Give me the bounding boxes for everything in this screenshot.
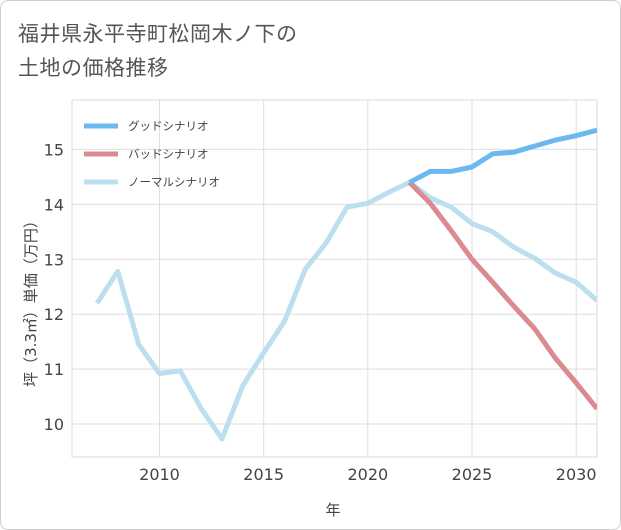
data-point	[532, 326, 536, 330]
data-point	[199, 407, 203, 411]
series-line-2	[94, 179, 597, 442]
series-line-0	[408, 127, 597, 185]
data-point	[137, 342, 141, 346]
y-tick-label: 12	[44, 305, 64, 324]
y-tick-label: 15	[44, 140, 64, 159]
series-line-1	[407, 180, 597, 411]
chart-title-line-2: 土地の価格推移	[18, 56, 169, 80]
data-point	[595, 298, 599, 302]
data-point	[387, 190, 391, 194]
data-point	[553, 271, 557, 275]
data-point	[95, 301, 99, 305]
data-point	[345, 205, 349, 209]
data-point	[116, 269, 120, 273]
data-point	[595, 128, 599, 132]
data-point	[491, 230, 495, 234]
x-tick-label: 2025	[452, 465, 493, 484]
data-point	[512, 245, 516, 249]
data-point	[282, 319, 286, 323]
legend-label-1: バッドシナリオ	[128, 147, 209, 161]
legend-label-0: グッドシナリオ	[128, 119, 209, 133]
x-tick-label: 2030	[556, 465, 597, 484]
x-tick-label: 2015	[243, 465, 284, 484]
y-tick-label: 10	[44, 415, 64, 434]
data-point	[262, 350, 266, 354]
y-axis-label: 坪（3.3㎡）単価（万円）	[22, 213, 40, 387]
data-point	[407, 180, 411, 184]
data-point	[574, 381, 578, 385]
data-point	[449, 229, 453, 233]
data-point	[553, 356, 557, 360]
data-point	[449, 169, 453, 173]
data-point	[470, 221, 474, 225]
y-tick-label: 14	[44, 195, 64, 214]
data-point	[157, 371, 161, 375]
data-point	[470, 257, 474, 261]
data-point	[470, 165, 474, 169]
y-tick-label: 13	[44, 250, 64, 269]
data-point	[178, 369, 182, 373]
data-point	[553, 138, 557, 142]
plot-area	[71, 99, 598, 458]
data-point	[512, 304, 516, 308]
grid-layer	[71, 99, 598, 458]
chart-title: 福井県永平寺町松岡木ノ下の 土地の価格推移	[18, 17, 438, 85]
data-point	[512, 150, 516, 154]
data-point	[595, 407, 599, 411]
tick-layer: 10 11 12 13 14 15 2010 2015 2020 2025 2030	[44, 140, 597, 484]
data-point	[303, 267, 307, 271]
data-point	[324, 241, 328, 245]
data-point	[449, 205, 453, 209]
data-point	[428, 169, 432, 173]
legend-label-2: ノーマルシナリオ	[128, 175, 220, 189]
data-point	[574, 134, 578, 138]
data-point	[532, 144, 536, 148]
data-point	[491, 152, 495, 156]
chart-title-line-1: 福井県永平寺町松岡木ノ下の	[18, 22, 298, 46]
x-tick-label: 2020	[347, 465, 388, 484]
series-layer	[94, 127, 599, 442]
x-tick-label: 2010	[139, 465, 180, 484]
data-point	[428, 201, 432, 205]
x-axis-label: 年	[325, 501, 340, 519]
data-point	[491, 280, 495, 284]
data-point	[366, 201, 370, 205]
y-tick-label: 11	[44, 360, 64, 379]
data-point	[574, 280, 578, 284]
data-point	[532, 256, 536, 260]
data-point	[220, 437, 224, 441]
data-point	[241, 383, 245, 387]
